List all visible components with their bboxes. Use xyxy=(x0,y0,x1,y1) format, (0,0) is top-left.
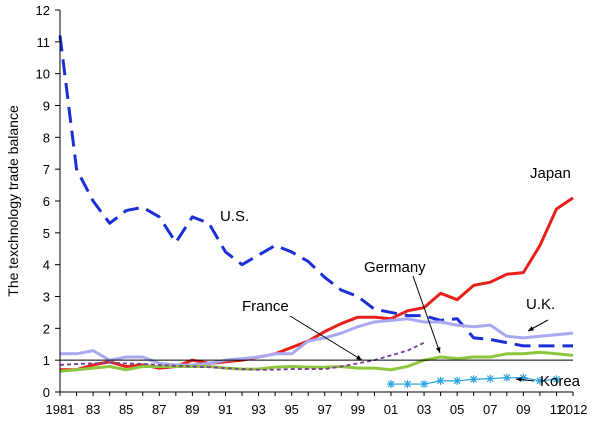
x-tick-label: 83 xyxy=(86,402,100,417)
y-tick-label: 8 xyxy=(43,130,50,145)
series-group xyxy=(58,35,574,389)
x-tick-label: 11 xyxy=(550,402,564,417)
y-tick-label: 5 xyxy=(43,226,50,241)
x-tick-label: 85 xyxy=(119,402,133,417)
x-tick-label: 09 xyxy=(516,402,530,417)
y-tick-label: 2 xyxy=(43,321,50,336)
data-point-korea xyxy=(420,380,429,389)
x-tick-label: 05 xyxy=(450,402,464,417)
x-tick-label: 89 xyxy=(185,402,199,417)
data-point-korea xyxy=(386,380,395,389)
x-tick-label: 95 xyxy=(284,402,298,417)
y-axis-label: The texchnology trade balance xyxy=(5,105,21,297)
data-point-korea xyxy=(403,380,412,389)
data-point-korea xyxy=(535,376,544,385)
callout-france xyxy=(289,315,363,361)
data-point-korea xyxy=(486,374,495,383)
series-line-germany xyxy=(59,350,574,373)
annotation-japan: Japan xyxy=(530,165,571,182)
callout-arrowhead-korea xyxy=(516,377,522,382)
series-line-japan xyxy=(60,196,574,372)
data-point-korea xyxy=(552,375,561,384)
x-tick-label: 03 xyxy=(417,402,431,417)
y-tick-label: 7 xyxy=(43,162,50,177)
x-tick-label: 87 xyxy=(152,402,166,417)
x-tick-label: 91 xyxy=(218,402,232,417)
y-tick-label: 6 xyxy=(43,194,50,209)
series-annotations: U.S. Japan U.K. Germany France Korea xyxy=(220,165,581,390)
annotation-u-s: U.S. xyxy=(220,208,249,225)
data-point-korea xyxy=(436,376,445,385)
series-line-u-s xyxy=(58,35,573,348)
x-tick-label: 2012 xyxy=(559,402,588,417)
y-tick-label: 1 xyxy=(43,353,50,368)
y-tick-label: 9 xyxy=(43,99,50,114)
x-tick-label: 97 xyxy=(318,402,332,417)
callout-arrowhead-france xyxy=(356,355,362,360)
data-point-korea xyxy=(502,373,511,382)
x-tick-label: 07 xyxy=(483,402,497,417)
callout-germany xyxy=(412,275,441,354)
series-line-u-k xyxy=(60,317,574,367)
x-tick-label: 01 xyxy=(384,402,398,417)
y-tick-label: 11 xyxy=(37,35,51,50)
x-tick-label: 93 xyxy=(251,402,265,417)
annotation-u-k: U.K. xyxy=(526,296,555,313)
y-tick-label: 0 xyxy=(43,385,50,400)
y-tick-label: 3 xyxy=(43,290,50,305)
callout-arrowhead-uk xyxy=(528,326,534,331)
series-line-france xyxy=(59,341,425,371)
y-tick-label: 12 xyxy=(36,3,50,18)
y-tick-label: 10 xyxy=(36,67,50,82)
callout-lines xyxy=(289,275,549,382)
x-tick-label: 99 xyxy=(351,402,365,417)
data-point-korea xyxy=(453,376,462,385)
x-tick-label: 1981 xyxy=(46,402,75,417)
callout-arrowhead-germany xyxy=(435,347,441,353)
annotation-korea: Korea xyxy=(540,373,581,390)
data-point-korea xyxy=(469,375,478,384)
annotation-germany: Germany xyxy=(364,259,426,276)
y-tick-label: 4 xyxy=(43,258,50,273)
annotation-france: France xyxy=(242,298,289,315)
